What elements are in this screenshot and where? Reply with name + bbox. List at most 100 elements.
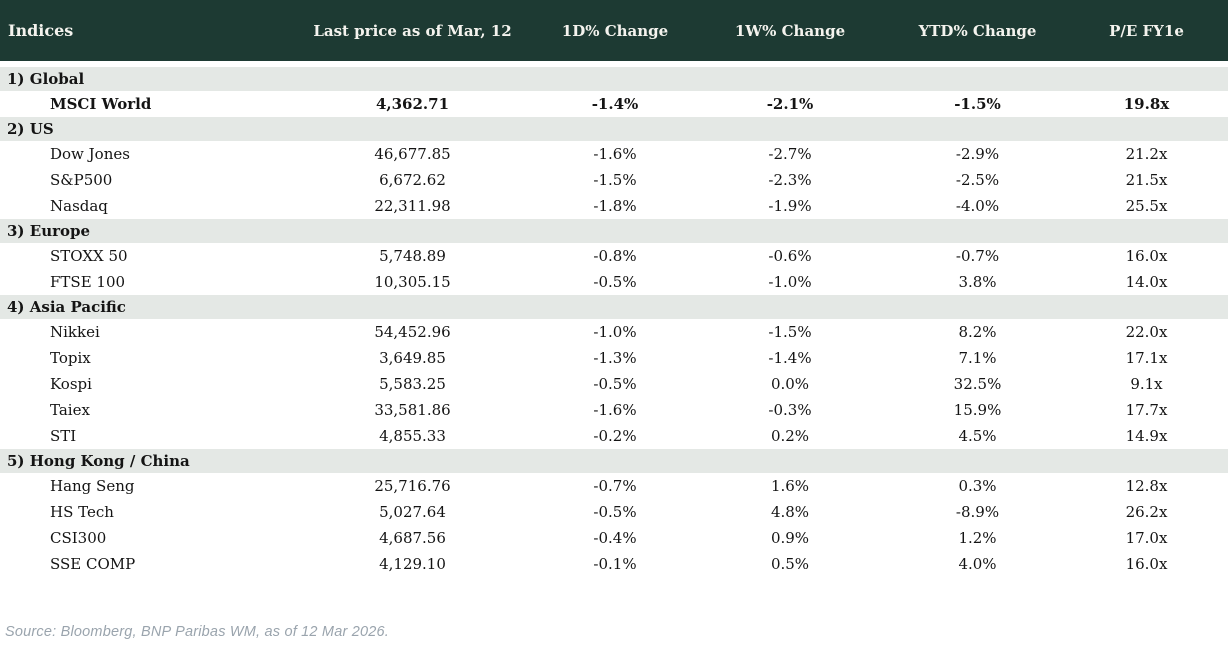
section-label: 3) Europe [7, 222, 91, 240]
table-row: Taiex 33,581.86 -1.6% -0.3% 15.9% 17.7x [0, 397, 1228, 423]
pe-fy1e: 19.8x [1123, 95, 1170, 113]
last-price: 54,452.96 [374, 323, 451, 341]
change-ytd: 4.5% [958, 427, 997, 445]
indices-table: Indices Last price as of Mar, 12 1D% Cha… [0, 0, 1228, 577]
last-price: 22,311.98 [374, 197, 451, 215]
table-row: STI 4,855.33 -0.2% 0.2% 4.5% 14.9x [0, 423, 1228, 449]
column-header-last-price: Last price as of Mar, 12 [313, 21, 512, 40]
change-1w: -0.3% [768, 401, 812, 419]
column-header-pe-fy1e: P/E FY1e [1109, 21, 1184, 40]
table-row: Topix 3,649.85 -1.3% -1.4% 7.1% 17.1x [0, 345, 1228, 371]
pe-fy1e: 17.7x [1125, 401, 1168, 419]
pe-fy1e: 21.2x [1125, 145, 1168, 163]
change-1w: -2.7% [768, 145, 812, 163]
section-label: 2) US [7, 120, 54, 138]
change-ytd: -2.9% [955, 145, 1000, 163]
pe-fy1e: 12.8x [1125, 477, 1168, 495]
section-row: 3) Europe [0, 219, 1228, 243]
change-ytd: -2.5% [955, 171, 1000, 189]
table-row: Nasdaq 22,311.98 -1.8% -1.9% -4.0% 25.5x [0, 193, 1228, 219]
change-1w: -0.6% [768, 247, 812, 265]
index-name: Topix [50, 349, 91, 367]
pe-fy1e: 9.1x [1130, 375, 1163, 393]
change-1w: -1.9% [768, 197, 812, 215]
change-1d: -1.6% [593, 401, 637, 419]
change-1d: -0.5% [593, 273, 637, 291]
index-name: STI [50, 427, 77, 445]
last-price: 5,027.64 [379, 503, 446, 521]
index-name: SSE COMP [50, 555, 136, 573]
change-1w: 0.0% [770, 375, 810, 393]
change-1d: -1.0% [593, 323, 637, 341]
index-name: Taiex [50, 401, 90, 419]
change-1w: -2.3% [768, 171, 812, 189]
source-note: Source: Bloomberg, BNP Paribas WM, as of… [5, 624, 390, 640]
table-row: Nikkei 54,452.96 -1.0% -1.5% 8.2% 22.0x [0, 319, 1228, 345]
section-row: 1) Global [0, 67, 1228, 91]
section-row: 2) US [0, 117, 1228, 141]
change-ytd: -1.5% [954, 95, 1001, 113]
table-body: 1) Global MSCI World 4,362.71 -1.4% -2.1% -1.… [0, 67, 1228, 577]
last-price: 46,677.85 [374, 145, 451, 163]
last-price: 5,748.89 [379, 247, 446, 265]
table-row: Kospi 5,583.25 -0.5% 0.0% 32.5% 9.1x [0, 371, 1228, 397]
pe-fy1e: 16.0x [1125, 247, 1168, 265]
change-1d: -0.8% [593, 247, 637, 265]
index-name: Nasdaq [50, 197, 108, 215]
change-1d: -0.7% [593, 477, 637, 495]
last-price: 4,129.10 [379, 555, 446, 573]
section-label: 5) Hong Kong / China [7, 452, 190, 470]
table-row: Dow Jones 46,677.85 -1.6% -2.7% -2.9% 21.2x [0, 141, 1228, 167]
change-1d: -0.2% [593, 427, 637, 445]
change-ytd: 32.5% [953, 375, 1002, 393]
change-ytd: 3.8% [958, 273, 997, 291]
change-ytd: -8.9% [955, 503, 1000, 521]
last-price: 3,649.85 [379, 349, 446, 367]
change-1d: -1.4% [591, 95, 639, 113]
table-row: FTSE 100 10,305.15 -0.5% -1.0% 3.8% 14.0x [0, 269, 1228, 295]
pe-fy1e: 21.5x [1125, 171, 1168, 189]
last-price: 4,687.56 [379, 529, 446, 547]
table-row: S&P500 6,672.62 -1.5% -2.3% -2.5% 21.5x [0, 167, 1228, 193]
pe-fy1e: 26.2x [1125, 503, 1168, 521]
change-1d: -0.5% [593, 375, 637, 393]
index-name: S&P500 [50, 171, 113, 189]
change-ytd: -0.7% [955, 247, 1000, 265]
index-name: Hang Seng [50, 477, 135, 495]
last-price: 10,305.15 [374, 273, 451, 291]
index-name: HS Tech [50, 503, 114, 521]
pe-fy1e: 22.0x [1125, 323, 1168, 341]
index-name: Dow Jones [50, 145, 130, 163]
change-1d: -0.4% [593, 529, 637, 547]
change-ytd: 15.9% [953, 401, 1002, 419]
index-name: MSCI World [50, 95, 152, 113]
change-ytd: 8.2% [958, 323, 997, 341]
table-row: SSE COMP 4,129.10 -0.1% 0.5% 4.0% 16.0x [0, 551, 1228, 577]
index-name: STOXX 50 [50, 247, 128, 265]
table-row: Hang Seng 25,716.76 -0.7% 1.6% 0.3% 12.8x [0, 473, 1228, 499]
change-1d: -1.5% [593, 171, 637, 189]
pe-fy1e: 14.9x [1125, 427, 1168, 445]
change-1w: 0.2% [770, 427, 810, 445]
column-header-1d-change: 1D% Change [561, 21, 669, 40]
pe-fy1e: 14.0x [1125, 273, 1168, 291]
change-ytd: 4.0% [958, 555, 997, 573]
index-name: Nikkei [50, 323, 100, 341]
change-1w: 0.5% [770, 555, 810, 573]
last-price: 5,583.25 [379, 375, 446, 393]
change-1w: -2.1% [766, 95, 814, 113]
table-row: STOXX 50 5,748.89 -0.8% -0.6% -0.7% 16.0x [0, 243, 1228, 269]
last-price: 4,855.33 [379, 427, 446, 445]
change-1d: -0.1% [593, 555, 637, 573]
index-name: FTSE 100 [50, 273, 126, 291]
section-row: 5) Hong Kong / China [0, 449, 1228, 473]
pe-fy1e: 17.0x [1125, 529, 1168, 547]
column-header-ytd-change: YTD% Change [918, 21, 1037, 40]
section-row: 4) Asia Pacific [0, 295, 1228, 319]
change-1d: -1.6% [593, 145, 637, 163]
header-spacer [0, 61, 1228, 67]
section-label: 1) Global [7, 70, 85, 88]
change-ytd: 7.1% [958, 349, 997, 367]
change-ytd: 1.2% [958, 529, 997, 547]
change-1d: -0.5% [593, 503, 637, 521]
